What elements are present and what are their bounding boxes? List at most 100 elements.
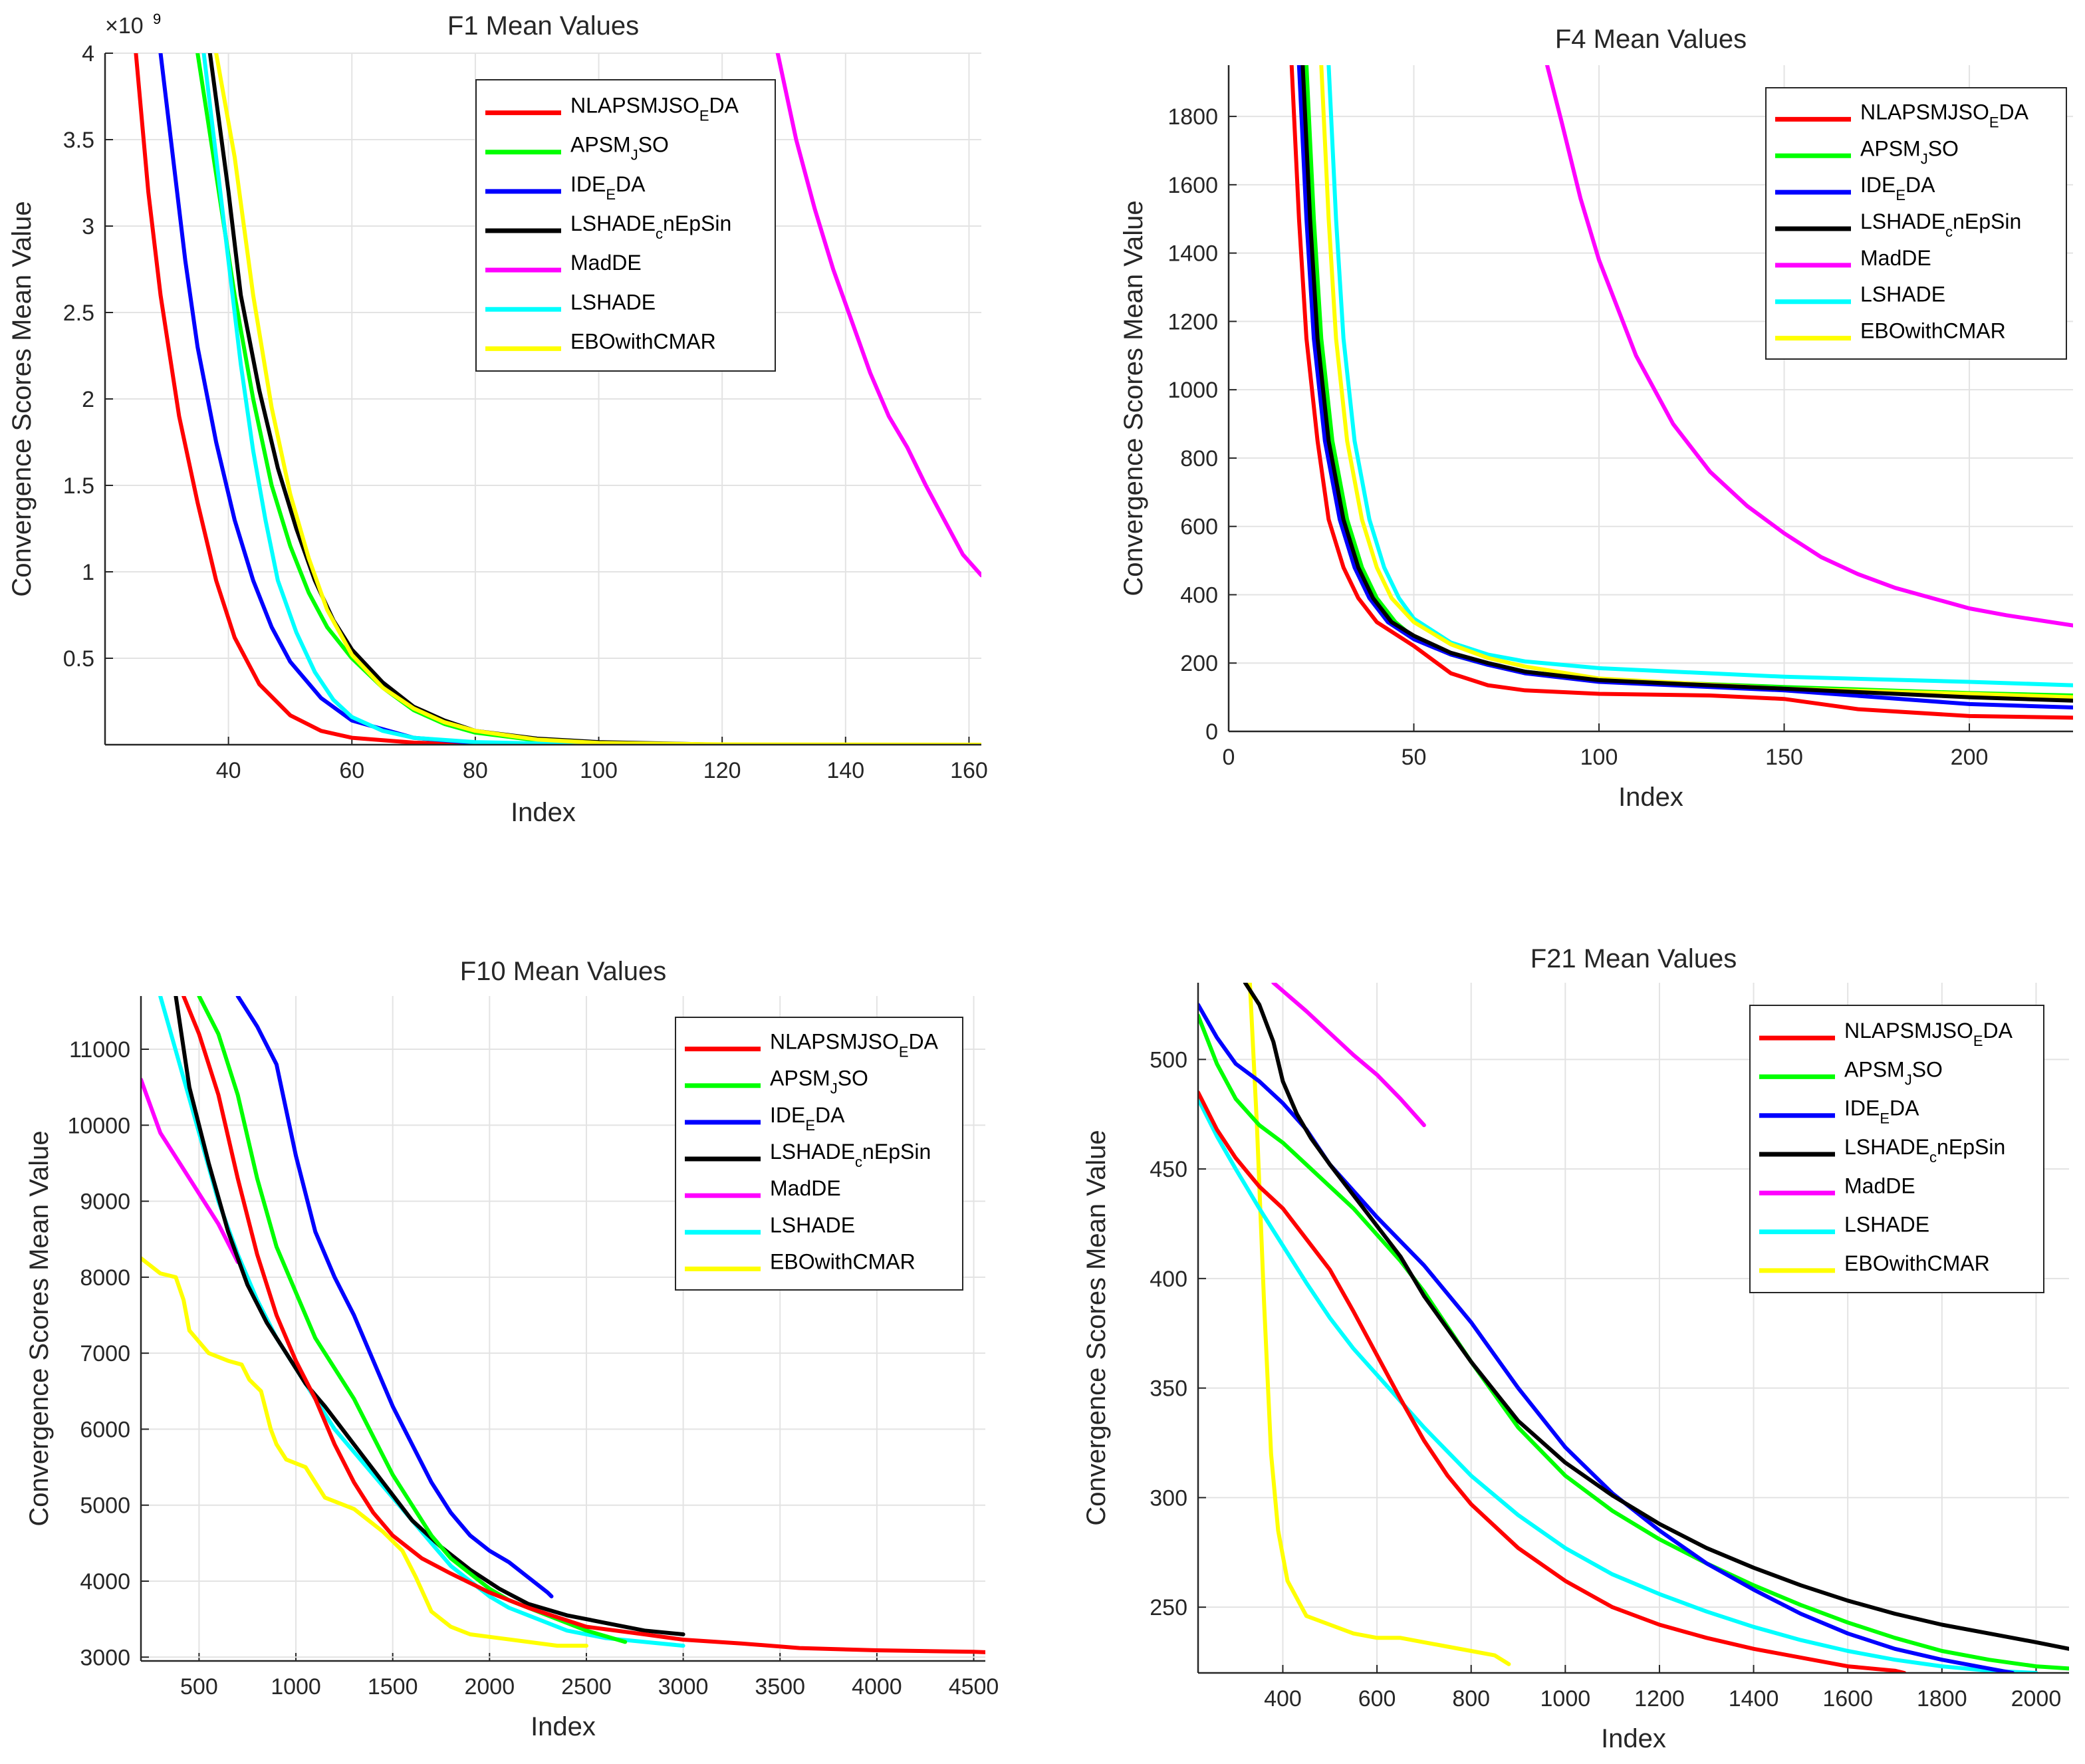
f4-series-line-nlapsmjso-eda xyxy=(1289,65,2073,720)
f1-xtick-label: 140 xyxy=(826,758,864,783)
f10-xtick-label: 3500 xyxy=(755,1674,805,1700)
f21-series-line-lshade-cnepsin xyxy=(1243,983,2069,1651)
f21-series-line-nlapsmjso-eda xyxy=(1198,1090,1907,1673)
f21-legend-label: APSMJSO xyxy=(1844,1057,1943,1088)
f1-xtick-label: 40 xyxy=(216,758,241,783)
f4-legend-label: NLAPSMJSOEDA xyxy=(1860,100,2029,130)
f4-xlabel: Index xyxy=(1618,783,1683,812)
f4-ytick-label: 600 xyxy=(1180,515,1218,540)
f4-xtick-label: 200 xyxy=(1951,745,1989,770)
f21-legend-label: EBOwithCMAR xyxy=(1844,1251,1990,1275)
f10-series-line-madde xyxy=(141,1077,240,1264)
f10-legend-label: LSHADE xyxy=(770,1213,855,1237)
f21-legend: NLAPSMJSOEDA APSMJSO IDEEDA LSHADEcnEpSin Ma… xyxy=(1749,1005,2044,1293)
f1-legend-label: IDEEDA xyxy=(570,172,646,203)
f10-xtick-label: 4000 xyxy=(852,1674,902,1700)
f10-series-line-nlapsmjso-eda xyxy=(182,996,985,1654)
f4-ytick-label: 0 xyxy=(1205,719,1218,745)
f1-series-line-nlapsmjso-eda xyxy=(134,53,601,745)
f4-ytick-label: 1000 xyxy=(1167,378,1218,403)
f21-series-line-apsm-jso xyxy=(1198,1013,2069,1671)
f4-legend-label: IDEEDA xyxy=(1860,173,1935,203)
f4-legend-label: MadDE xyxy=(1860,246,1931,270)
f21-ytick-label: 500 xyxy=(1150,1047,1187,1072)
f21-ytick-label: 300 xyxy=(1150,1485,1187,1511)
f10-ytick-label: 4000 xyxy=(80,1569,130,1594)
f10-legend-box xyxy=(675,1017,963,1291)
f4-ytick-label: 1600 xyxy=(1167,173,1218,198)
f21-xtick-label: 1800 xyxy=(1917,1686,1967,1711)
f10-legend: NLAPSMJSOEDA APSMJSO IDEEDA LSHADEcnEpSin Ma… xyxy=(675,1017,963,1291)
f4-ytick-label: 800 xyxy=(1180,446,1218,471)
f21-legend-box xyxy=(1749,1005,2044,1293)
f10-legend-label: EBOwithCMAR xyxy=(770,1249,916,1273)
f4-ytick-label: 1400 xyxy=(1167,241,1218,267)
f1-ytick-label: 3 xyxy=(82,214,94,239)
f4-ytick-label: 200 xyxy=(1180,651,1218,676)
f4-series-line-madde xyxy=(1545,65,2073,628)
f21-xtick-label: 800 xyxy=(1452,1686,1490,1711)
f10-ytick-label: 10000 xyxy=(67,1113,130,1138)
f21-chart: 400 600 800 1000 1200 1400 1600 1800 2000 250 300 3… xyxy=(1082,944,2069,1753)
f10-ytick-label: 7000 xyxy=(80,1341,130,1366)
f1-exponent-label: ×10 xyxy=(105,13,144,39)
f21-xtick-label: 1200 xyxy=(1634,1686,1685,1711)
f1-series-line-lshade xyxy=(201,53,601,745)
f21-series-line-ide-eda xyxy=(1198,1003,2015,1673)
f10-title: F10 Mean Values xyxy=(460,957,667,986)
f10-ytick-label: 9000 xyxy=(80,1190,130,1215)
f10-ytick-label: 8000 xyxy=(80,1265,130,1291)
f1-title: F1 Mean Values xyxy=(447,11,639,41)
f1-ytick-label: 4 xyxy=(82,41,94,66)
f21-xlabel: Index xyxy=(1601,1724,1666,1753)
f4-ytick-label: 1200 xyxy=(1167,309,1218,334)
f4-ytick-label: 400 xyxy=(1180,582,1218,608)
f21-legend-label: IDEEDA xyxy=(1844,1096,1919,1127)
f4-legend-label: EBOwithCMAR xyxy=(1860,319,2006,343)
f10-legend-label: NLAPSMJSOEDA xyxy=(770,1030,939,1061)
f1-ytick-label: 1.5 xyxy=(63,473,94,499)
f1-xtick-label: 80 xyxy=(463,758,488,783)
f4-series-line-lshade xyxy=(1326,65,2073,688)
f4-legend-label: LSHADE xyxy=(1860,283,1945,307)
f10-legend-label: LSHADEcnEpSin xyxy=(770,1140,931,1170)
f10-ytick-label: 6000 xyxy=(80,1417,130,1442)
f1-ytick-label: 3.5 xyxy=(63,128,94,153)
f10-xtick-label: 1000 xyxy=(271,1674,321,1700)
f1-ytick-label: 0.5 xyxy=(63,646,94,672)
f10-legend-label: APSMJSO xyxy=(770,1067,868,1097)
f1-series-line-ebowithcmar xyxy=(214,53,981,745)
f1-xtick-label: 100 xyxy=(580,758,618,783)
f21-xtick-label: 600 xyxy=(1358,1686,1396,1711)
f1-xtick-label: 160 xyxy=(950,758,988,783)
f1-ytick-label: 1 xyxy=(82,560,94,585)
f10-xtick-label: 1500 xyxy=(368,1674,418,1700)
f1-legend-label: NLAPSMJSOEDA xyxy=(570,94,739,124)
f10-legend-label: MadDE xyxy=(770,1176,841,1200)
f21-series-line-madde xyxy=(1271,983,1426,1128)
f21-legend-label: NLAPSMJSOEDA xyxy=(1844,1019,2013,1049)
f4-title: F4 Mean Values xyxy=(1555,25,1747,54)
f4-legend-label: APSMJSO xyxy=(1860,136,1959,167)
f21-series-line-ebowithcmar xyxy=(1247,983,1511,1666)
f10-xtick-label: 2000 xyxy=(464,1674,515,1700)
f21-series-line-lshade xyxy=(1198,1096,2038,1673)
f21-xtick-label: 400 xyxy=(1264,1686,1302,1711)
f4-legend: NLAPSMJSOEDA APSMJSO IDEEDA LSHADEcnEpSin Ma… xyxy=(1765,87,2067,360)
f21-xtick-label: 1400 xyxy=(1729,1686,1779,1711)
f1-xtick-label: 60 xyxy=(339,758,364,783)
f21-ytick-label: 400 xyxy=(1150,1267,1187,1292)
f1-xtick-label: 120 xyxy=(703,758,741,783)
f4-legend-box xyxy=(1765,87,2067,360)
f21-legend-label: LSHADEcnEpSin xyxy=(1844,1135,2005,1166)
f10-series-line-ebowithcmar xyxy=(141,1256,588,1648)
f21-legend-label: MadDE xyxy=(1844,1174,1915,1197)
f4-xtick-label: 100 xyxy=(1580,745,1618,770)
f4-ylabel: Convergence Scores Mean Value xyxy=(1119,200,1148,596)
f1-chart: 40 60 80 100 120 140 160 0.5 1 1.5 2 2.5 3 3.5 4 F1 Mea… xyxy=(7,11,988,827)
f21-ytick-label: 250 xyxy=(1150,1595,1187,1620)
f1-legend-label: EBOwithCMAR xyxy=(570,329,716,353)
f10-ytick-label: 11000 xyxy=(69,1037,130,1063)
f4-xtick-label: 50 xyxy=(1402,745,1427,770)
